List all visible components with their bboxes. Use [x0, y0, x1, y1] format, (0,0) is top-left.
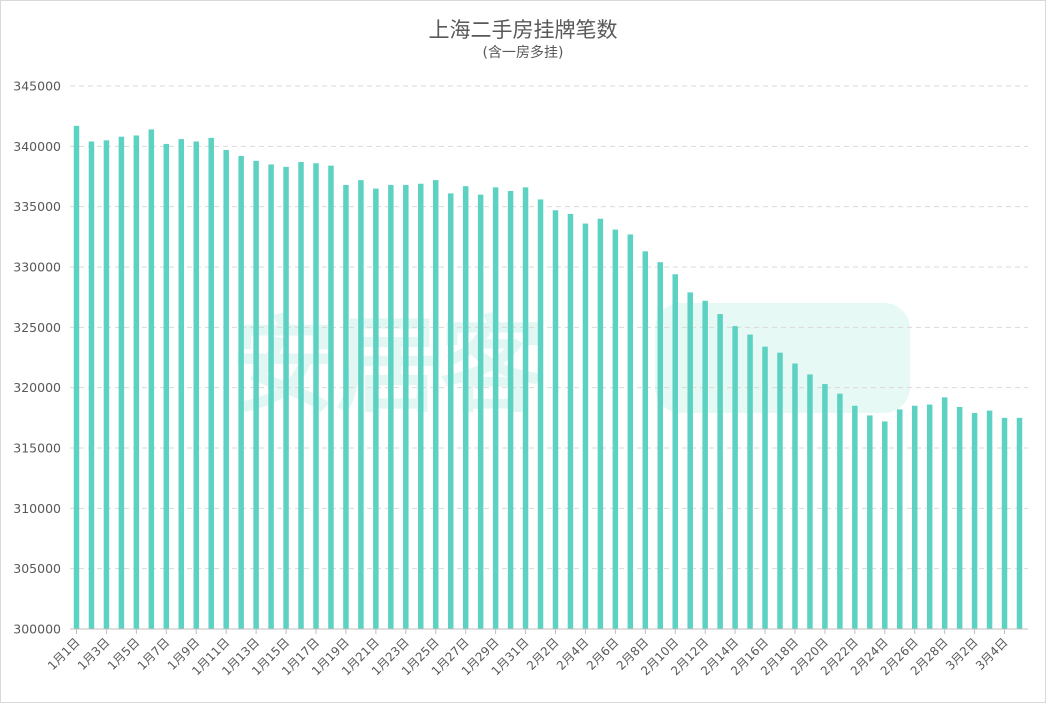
bar-2月1日: [537, 199, 544, 629]
y-tick-label: 340000: [13, 139, 61, 154]
bar-2月16日: [762, 346, 768, 629]
bar-1月18日: [328, 165, 334, 629]
bar-3月2日: [971, 413, 978, 629]
y-axis-tick-labels: 300000 305000 310000 315000 320000 325000 3300…: [13, 79, 61, 637]
x-tick-label: 2月2日: [524, 635, 562, 673]
bar-1月17日: [313, 163, 319, 629]
bar-1月19日: [343, 184, 349, 630]
bar-1月26日: [447, 193, 454, 630]
bar-2月9日: [657, 262, 664, 629]
bar-1月21日: [373, 188, 379, 630]
gridlines: [70, 85, 1028, 570]
x-axis-tick-labels: 1月1日1月3日1月5日1月7日1月9日1月11日1月13日1月15日1月17日…: [45, 629, 1011, 678]
y-tick-label: 335000: [13, 199, 61, 214]
bar-2月13日: [717, 314, 723, 629]
bar-1月24日: [418, 183, 424, 630]
bar-1月23日: [403, 184, 409, 630]
x-tick-label: 1月5日: [105, 635, 143, 673]
bar-2月23日: [867, 415, 873, 629]
x-tick-label: 1月3日: [75, 635, 113, 673]
bar-2月19日: [807, 374, 813, 629]
y-tick-label: 310000: [13, 501, 61, 516]
bar-2月7日: [627, 234, 634, 630]
y-tick-label: 305000: [13, 561, 61, 576]
bar-1月10日: [208, 137, 214, 630]
bar-2月28日: [941, 397, 948, 629]
x-tick-label: 3月4日: [973, 635, 1011, 673]
bar-1月2日: [88, 141, 95, 630]
x-tick-label: 1月7日: [135, 635, 173, 673]
x-tick-label: 1月1日: [45, 635, 83, 673]
bars: [73, 125, 1023, 630]
bar-3月5日: [1016, 417, 1023, 629]
bar-3月3日: [986, 410, 993, 629]
bar-2月2日: [552, 210, 559, 629]
y-tick-label: 300000: [13, 622, 61, 637]
bar-1月22日: [388, 184, 394, 630]
bar-2月24日: [882, 421, 888, 629]
bar-1月28日: [477, 194, 484, 629]
bar-3月1日: [956, 406, 963, 629]
bar-2月25日: [897, 409, 903, 629]
bar-1月16日: [298, 162, 304, 629]
bar-1月31日: [522, 187, 529, 630]
y-tick-label: 345000: [13, 79, 61, 94]
y-tick-label: 325000: [13, 320, 61, 335]
bar-2月11日: [687, 292, 693, 629]
bar-2月18日: [792, 363, 798, 629]
bar-2月27日: [926, 404, 933, 629]
bar-2月20日: [822, 384, 828, 629]
bar-2月6日: [612, 229, 619, 630]
bar-1月8日: [178, 139, 185, 630]
bar-2月14日: [732, 326, 738, 629]
bar-2月5日: [597, 218, 604, 629]
bar-1月5日: [133, 135, 140, 629]
bar-1月1日: [73, 125, 80, 629]
bar-2月26日: [911, 405, 918, 629]
chart-title: 上海二手房挂牌笔数: [428, 18, 618, 42]
bar-1月6日: [148, 129, 155, 629]
bar-2月8日: [642, 251, 649, 629]
bar-1月11日: [223, 149, 229, 629]
bar-1月30日: [507, 190, 514, 630]
bar-1月3日: [103, 140, 110, 630]
bar-1月29日: [492, 187, 499, 630]
bar-2月12日: [702, 300, 708, 629]
bar-1月12日: [238, 155, 244, 629]
bar-1月9日: [193, 141, 199, 630]
bar-1月13日: [253, 160, 259, 629]
bar-1月14日: [268, 164, 274, 629]
bar-2月22日: [852, 405, 858, 629]
bar-1月20日: [358, 180, 364, 629]
x-tick-label: 2月4日: [554, 635, 592, 673]
chart-subtitle: (含一房多挂): [482, 45, 564, 61]
x-tick-label: 2月6日: [584, 635, 622, 673]
x-tick-label: 3月2日: [943, 635, 981, 673]
y-tick-label: 315000: [13, 441, 61, 456]
bar-1月4日: [118, 136, 125, 629]
bar-2月4日: [582, 223, 589, 629]
bar-2月21日: [837, 393, 843, 629]
bar-1月15日: [283, 166, 289, 629]
bar-1月27日: [462, 186, 469, 630]
bar-2月17日: [777, 352, 783, 629]
bar-3月4日: [1001, 417, 1008, 629]
bar-2月10日: [672, 274, 678, 629]
y-tick-label: 330000: [13, 260, 61, 275]
bar-1月7日: [163, 143, 170, 630]
y-tick-label: 320000: [13, 380, 61, 395]
bar-2月15日: [747, 334, 753, 629]
bar-1月25日: [432, 180, 439, 629]
bar-2月3日: [567, 213, 574, 629]
